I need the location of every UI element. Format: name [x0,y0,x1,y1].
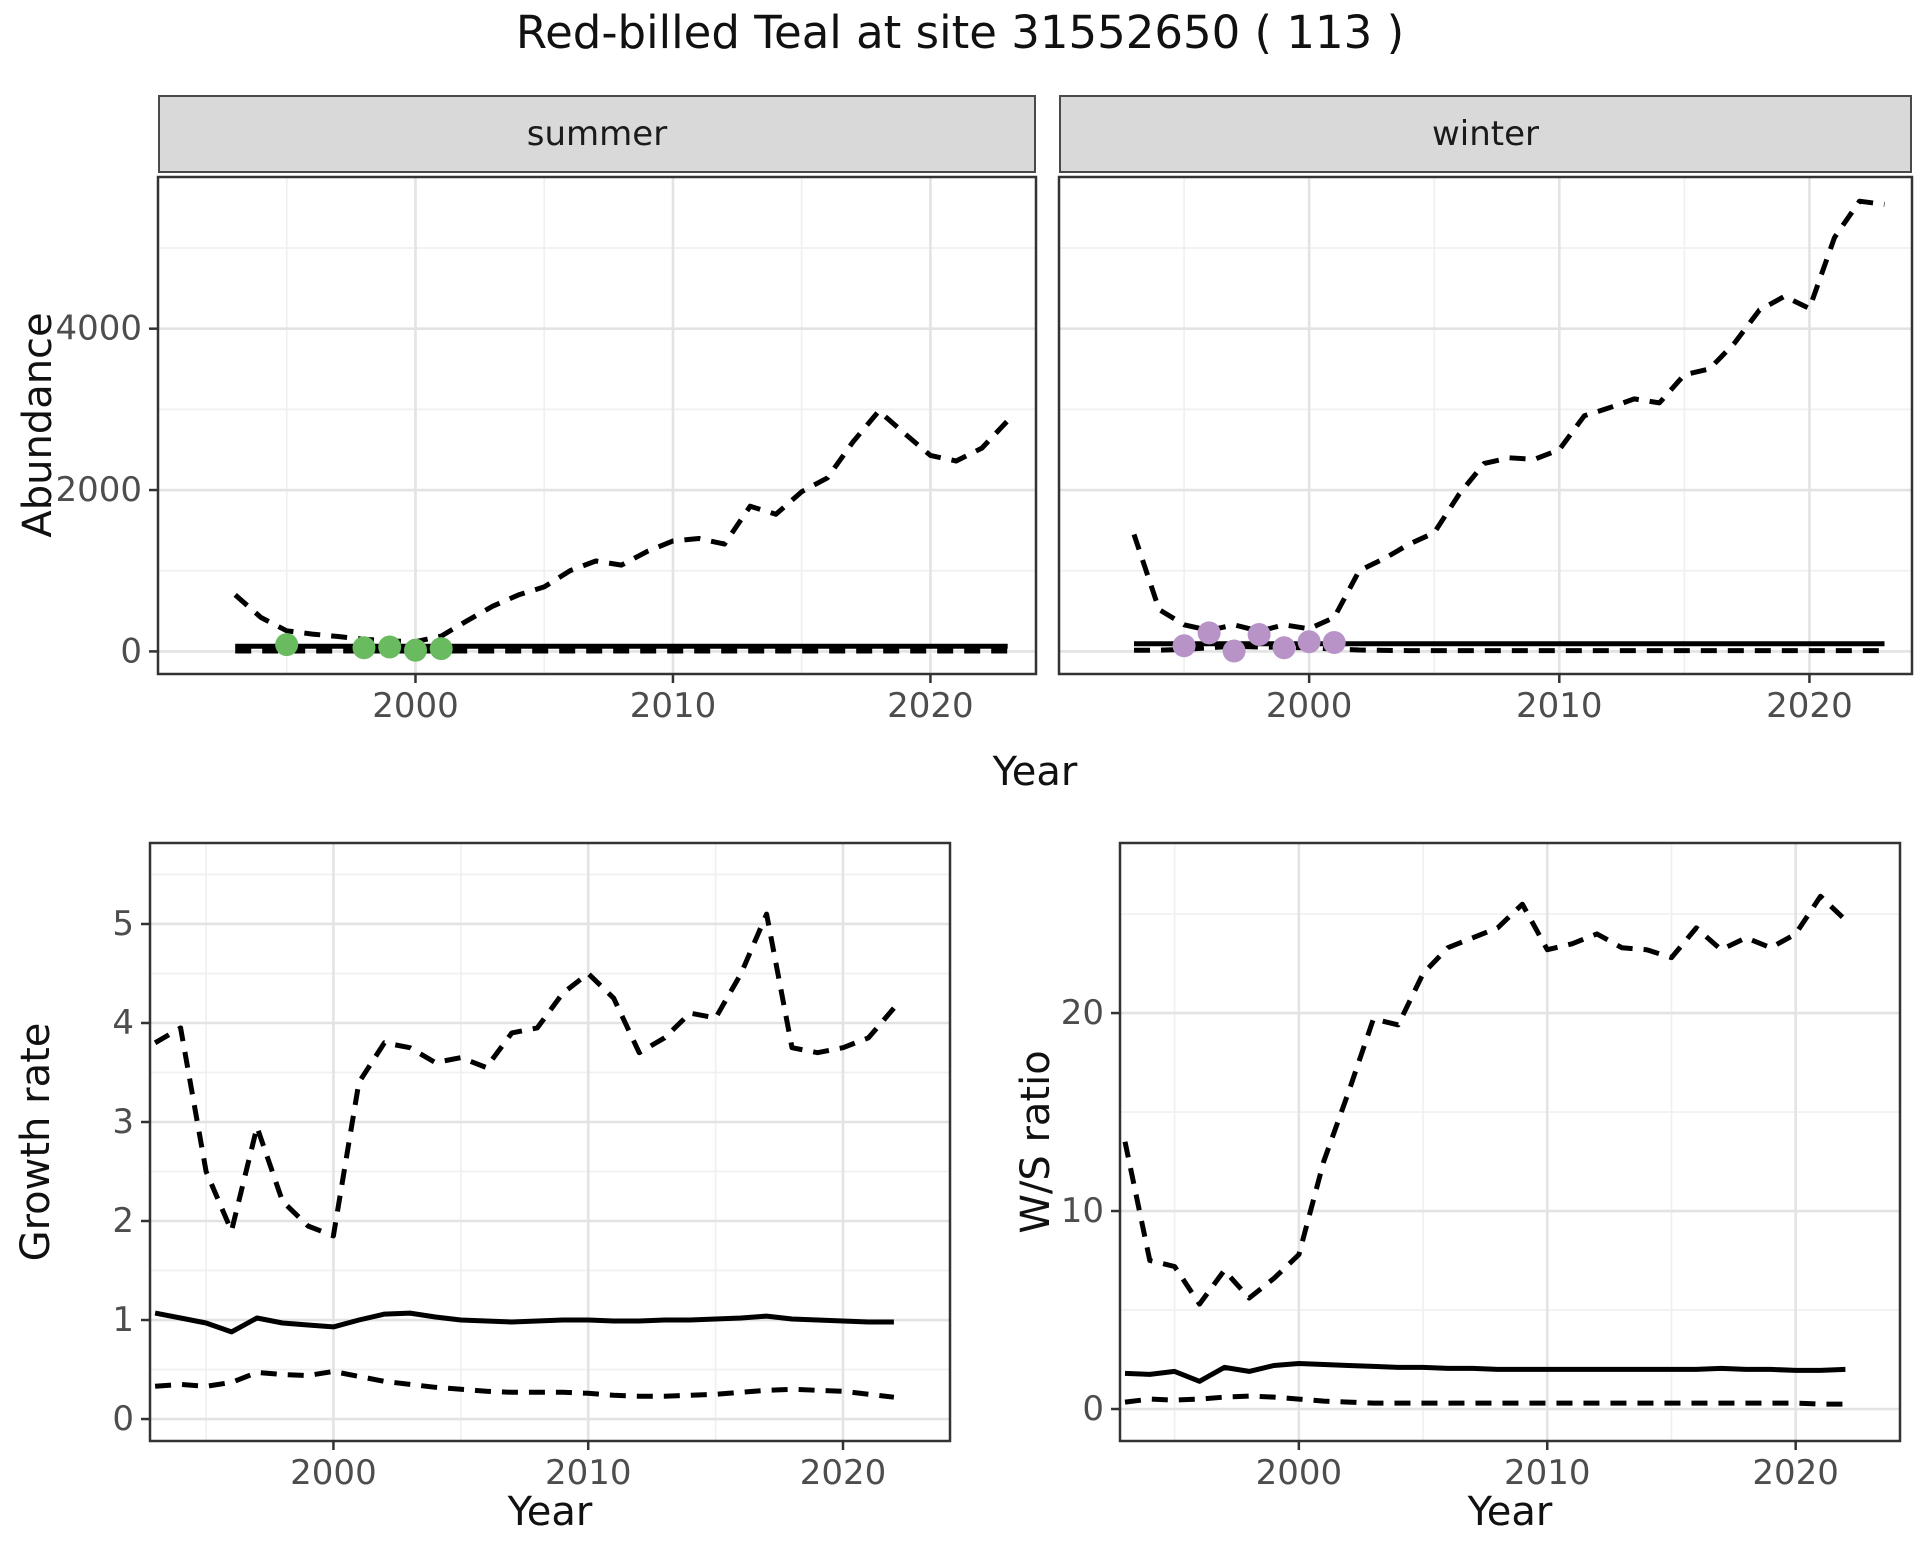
x-tick-label: 2020 [1752,1453,1839,1493]
observed-count-point [1322,631,1346,654]
y-tick-label: 2000 [55,470,142,510]
observed-count-point [275,633,299,657]
facet-strip-winter-label: winter [1431,114,1540,154]
y-tick-label: 20 [1061,993,1104,1033]
observed-count-point [404,638,427,662]
panel-abundance_summer: 2000 2010 2020 0 2000 4000 [55,175,1038,726]
panel-growth_rate: 2000 2010 2020 0 1 2 3 4 5 [112,841,952,1493]
y-axis-title-growth-rate: Growth rate [13,1022,59,1262]
observed-count-point [1172,634,1196,658]
x-tick-label: 2010 [1516,686,1603,726]
x-tick-label: 2020 [1766,686,1853,726]
x-axis-title-year-ws: Year [1467,1489,1553,1535]
x-tick-label: 2010 [1504,1453,1591,1493]
observed-count-point [1197,621,1221,645]
y-tick-label: 0 [120,631,142,671]
observed-count-point [429,637,453,661]
y-tick-label: 4 [112,1003,134,1043]
y-tick-label: 0 [1082,1389,1104,1429]
median-line [154,1310,894,1335]
upper_ci-line [233,408,1010,645]
facet-strip-summer: summer [158,95,1036,173]
x-tick-label: 2000 [372,686,459,726]
x-tick-label: 2010 [545,1453,632,1493]
y-axis-title-abundance: Abundance [15,312,61,538]
y-tick-label: 3 [112,1102,134,1142]
panel-border [148,841,952,1443]
x-tick-label: 2020 [800,1453,887,1493]
y-tick-label: 5 [112,904,134,944]
x-axis-title-year-growth: Year [507,1489,593,1535]
panel-border [156,175,1038,676]
lower_ci-line [1124,1393,1846,1407]
observed-count-point [352,636,376,660]
x-axis-title-year-top: Year [992,749,1078,795]
x-tick-label: 2020 [887,686,974,726]
plot-title: Red-billed Teal at site 31552650 ( 113 ) [515,6,1405,59]
observed-count-point [1297,630,1321,654]
facet-strip-summer-label: summer [526,114,668,154]
observed-count-point [1222,639,1246,663]
x-tick-label: 2000 [290,1453,377,1493]
y-tick-label: 2 [112,1201,134,1241]
y-axis-title-ws-ratio: W/S ratio [1013,1050,1059,1234]
median-line [1124,1361,1846,1384]
panel-ws_ratio: 2000 2010 2020 0 10 20 [1061,841,1902,1493]
y-tick-label: 1 [112,1300,134,1340]
lower_ci-line [154,1369,895,1400]
upper_ci-line [1131,198,1885,634]
panel-abundance_winter: 2000 2010 2020 [1057,175,1914,726]
panel-border [1118,841,1902,1443]
x-tick-label: 2000 [1256,1453,1343,1493]
upper_ci-line [153,911,896,1239]
lower_ci-line [1134,643,1885,654]
y-tick-label: 10 [1061,1191,1104,1231]
upper_ci-line [1122,893,1848,1307]
observed-count-point [378,635,402,659]
facet-strip-winter: winter [1059,95,1912,173]
x-tick-label: 2010 [630,686,717,726]
observed-count-point [1247,623,1271,646]
observed-count-point [1272,636,1296,660]
y-tick-label: 4000 [55,309,142,349]
panel-border [1057,175,1914,676]
x-tick-label: 2000 [1266,686,1353,726]
y-tick-label: 0 [112,1399,134,1439]
